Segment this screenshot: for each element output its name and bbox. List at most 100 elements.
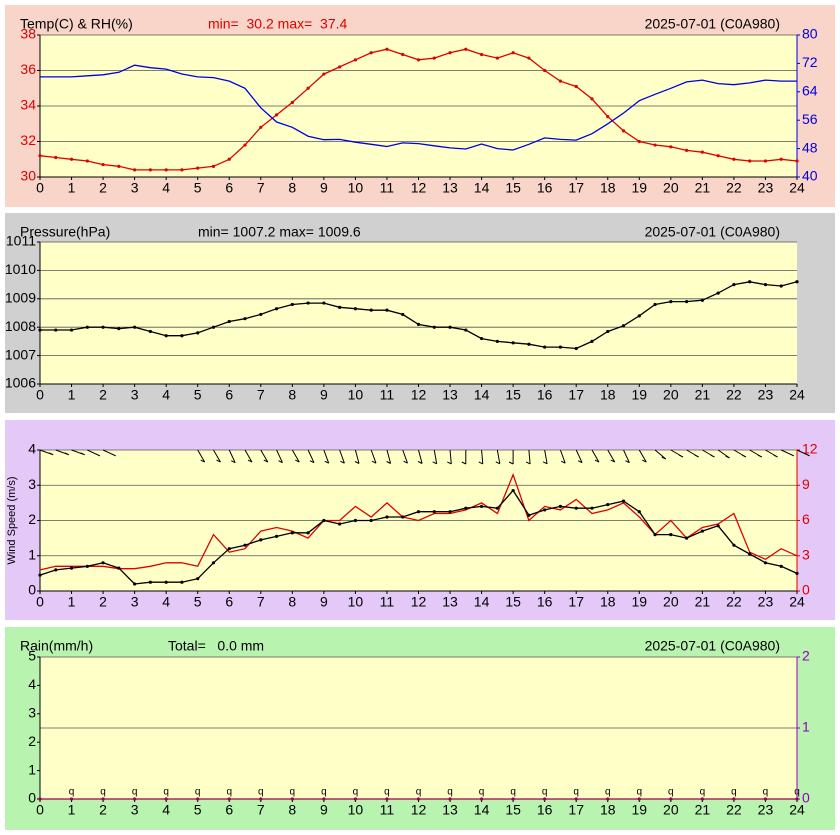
data-point — [274, 113, 279, 117]
y-tick-label: 1 — [28, 546, 36, 562]
data-point — [763, 797, 768, 801]
data-point — [527, 342, 531, 346]
x-tick-label: 6 — [225, 802, 233, 818]
x-tick-label: 4 — [162, 180, 170, 196]
wind-barb — [670, 449, 684, 458]
data-point — [653, 143, 657, 147]
hour-symbol: q — [479, 787, 485, 798]
series-line — [39, 472, 798, 571]
data-point — [590, 97, 594, 101]
x-tick-label: 7 — [257, 594, 265, 610]
wind-barb — [370, 449, 377, 464]
x-tick-label: 23 — [758, 802, 774, 818]
data-point — [290, 100, 294, 105]
y-tick-label: 34 — [20, 97, 36, 113]
wind-barb — [542, 449, 548, 465]
x-tick-label: 15 — [505, 594, 521, 610]
hour-symbol: q — [100, 787, 106, 798]
x-tick-label: 8 — [288, 802, 296, 818]
y-tick-label: 1 — [28, 761, 36, 777]
data-point — [543, 797, 547, 801]
wind-barb — [508, 449, 514, 465]
data-point — [38, 154, 42, 158]
panel-stats: min= 1007.2 max= 1009.6 — [198, 224, 361, 240]
data-point — [259, 538, 263, 542]
wind-barb — [228, 449, 236, 464]
y-tick-label: 1008 — [5, 318, 36, 334]
data-point — [69, 328, 74, 332]
x-tick-label: 22 — [726, 802, 742, 818]
x-tick-label: 20 — [663, 387, 679, 403]
x-tick-label: 9 — [320, 802, 328, 818]
data-point — [685, 148, 689, 152]
data-point — [54, 155, 58, 160]
data-point — [211, 325, 216, 329]
data-point — [621, 129, 626, 133]
data-point — [180, 168, 184, 172]
x-tick-label: 13 — [442, 180, 458, 196]
data-point — [669, 797, 673, 801]
wind-barb — [244, 449, 253, 463]
data-point — [432, 56, 436, 60]
data-point — [148, 168, 152, 172]
wind-barb — [339, 449, 345, 464]
wind-barb — [55, 449, 70, 456]
data-point — [416, 797, 421, 801]
x-tick-label: 14 — [474, 594, 490, 610]
y-tick-label: 0 — [28, 582, 36, 598]
data-point — [211, 164, 216, 168]
x-tick-label: 9 — [320, 594, 328, 610]
data-point — [527, 56, 531, 60]
wind-barb — [402, 449, 408, 464]
data-point — [511, 488, 515, 493]
data-point — [732, 797, 736, 801]
x-tick-label: 17 — [568, 180, 584, 196]
y-tick-label: 3 — [28, 476, 36, 492]
x-tick-label: 15 — [505, 180, 521, 196]
x-tick-label: 16 — [537, 387, 553, 403]
data-point — [164, 168, 168, 172]
data-point — [290, 302, 294, 307]
data-point — [133, 582, 137, 586]
x-tick-label: 1 — [68, 594, 76, 610]
x-tick-label: 22 — [726, 594, 742, 610]
y2-tick-label: 40 — [802, 168, 818, 184]
y2-tick-label: 72 — [802, 54, 818, 70]
data-point — [385, 515, 389, 519]
x-tick-label: 18 — [600, 387, 616, 403]
data-point — [763, 159, 768, 163]
data-point — [479, 797, 484, 801]
x-tick-label: 10 — [348, 802, 364, 818]
data-point — [133, 325, 137, 329]
wind-barb — [197, 449, 206, 463]
data-point — [511, 51, 515, 55]
x-tick-label: 14 — [474, 180, 490, 196]
x-tick-label: 16 — [537, 180, 553, 196]
wind-barb — [638, 449, 647, 463]
data-point — [101, 561, 105, 565]
data-point — [669, 300, 673, 304]
hour-symbol: q — [69, 787, 75, 798]
hour-symbol: q — [763, 787, 769, 798]
wind-barb — [702, 449, 715, 458]
data-point — [290, 797, 294, 801]
data-point — [101, 162, 105, 167]
data-point — [637, 314, 641, 318]
x-tick-label: 1 — [68, 180, 76, 196]
data-point — [432, 325, 436, 329]
x-tick-label: 16 — [537, 594, 553, 610]
wind-barb — [213, 449, 221, 463]
y-tick-label: 0 — [28, 790, 36, 806]
plot-area — [40, 242, 797, 384]
x-tick-label: 16 — [537, 802, 553, 818]
panel-title: Rain(mm/h) — [20, 638, 93, 654]
wind-barb — [781, 449, 795, 457]
data-point — [211, 561, 216, 565]
data-point — [322, 301, 326, 305]
wind-barb — [386, 449, 392, 464]
data-point — [353, 518, 358, 523]
data-point — [558, 79, 563, 83]
y-tick-label: 1007 — [5, 346, 36, 362]
x-tick-label: 8 — [288, 180, 296, 196]
wind-barb — [39, 449, 54, 456]
